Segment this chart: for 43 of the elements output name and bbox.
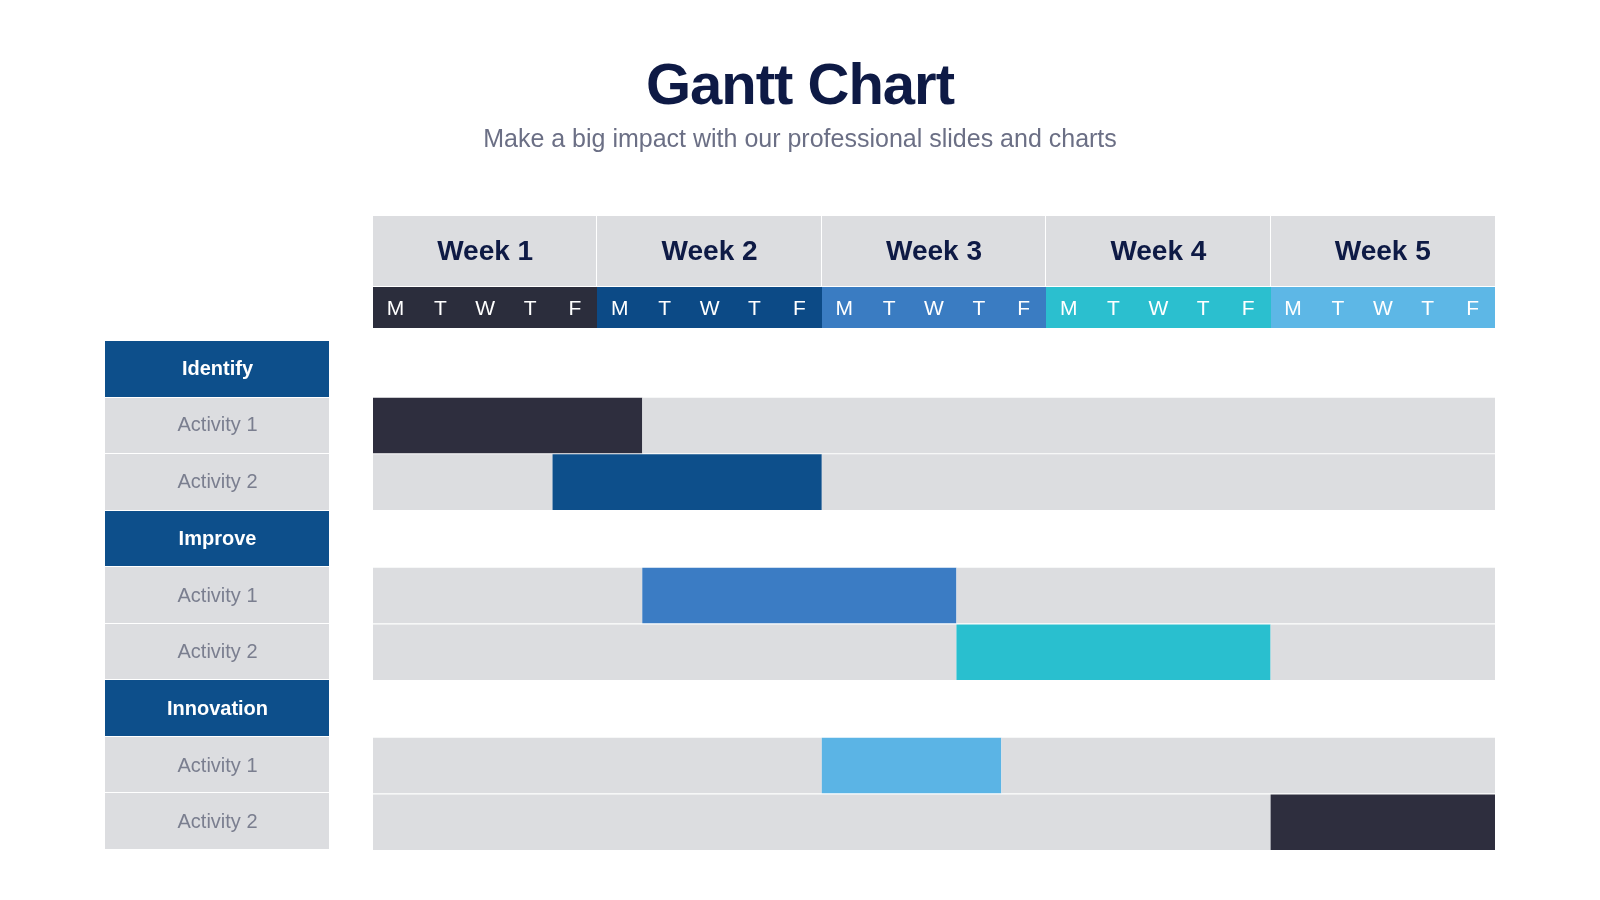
text: M	[1283, 294, 1303, 321]
bar	[373, 454, 553, 510]
y-tick-label: Improve	[178, 526, 257, 549]
text: W	[474, 294, 497, 321]
text: W	[1371, 294, 1394, 321]
y-tick-label: Activity 1	[177, 753, 258, 776]
text: F	[1016, 294, 1032, 321]
bar	[552, 454, 822, 510]
bar	[1270, 794, 1495, 850]
text: M	[385, 294, 406, 321]
text: T	[881, 294, 897, 321]
text: T	[747, 294, 762, 321]
y-tick-label: Identify	[181, 356, 254, 379]
chart-subtitle: Make a big impact with our professional slides and charts	[482, 124, 1118, 153]
text: T	[522, 294, 538, 321]
text: T	[1420, 294, 1436, 321]
text: M	[1058, 294, 1079, 321]
y-tick-label: Activity 2	[177, 640, 258, 663]
text: W	[1147, 294, 1170, 321]
y-tick-label: Activity 1	[177, 583, 258, 606]
chart-title: Gantt Chart	[645, 50, 956, 117]
text: W	[923, 294, 945, 321]
text: T	[1330, 294, 1346, 321]
bar	[956, 624, 1271, 680]
text: T	[432, 294, 448, 321]
text: M	[834, 294, 854, 321]
y-tick-label: Activity 1	[177, 413, 258, 436]
y-tick-label: Activity 2	[177, 810, 258, 833]
text: W	[698, 294, 721, 321]
text: T	[1106, 294, 1121, 321]
text: T	[971, 294, 987, 321]
text: F	[791, 294, 807, 321]
text: F	[567, 294, 583, 321]
y-tick-label: Activity 2	[177, 470, 258, 493]
bar	[642, 567, 957, 624]
text: M	[610, 294, 630, 321]
bar	[373, 397, 643, 454]
bar	[821, 737, 1002, 794]
text: F	[1465, 294, 1480, 321]
y-tick-label: Innovation	[166, 696, 269, 719]
text: T	[657, 294, 673, 321]
text: T	[1195, 294, 1211, 321]
text: F	[1240, 294, 1256, 321]
